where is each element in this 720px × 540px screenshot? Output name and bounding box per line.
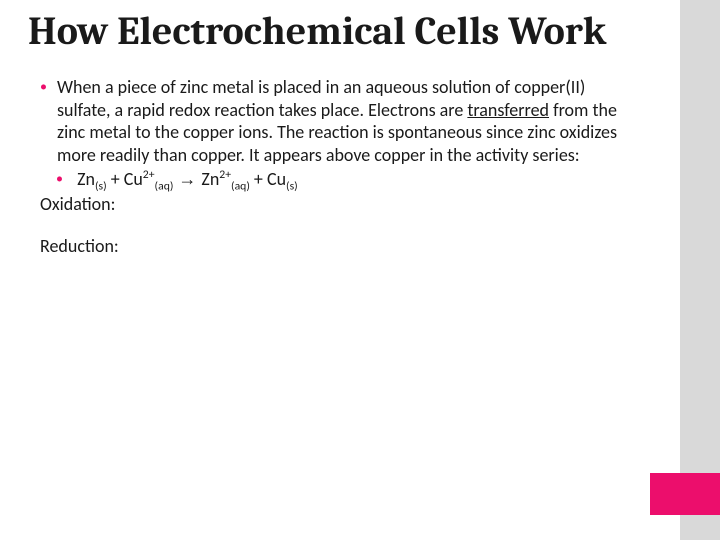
slide: How Electrochemical Cells Work • When a …	[0, 0, 720, 540]
eq-zn: Zn	[201, 168, 219, 190]
bullet-item-1: • When a piece of zinc metal is placed i…	[40, 76, 640, 166]
bullet-item-equation: • Zn(s) + Cu2+(aq) → Zn2+(aq) + Cu(s)	[40, 168, 640, 191]
eq-state: (s)	[95, 180, 107, 194]
slide-content: • When a piece of zinc metal is placed i…	[0, 76, 720, 258]
eq-zn: Zn	[77, 168, 95, 190]
text-underlined: transferred	[467, 99, 549, 121]
eq-cu: Cu	[124, 168, 143, 190]
eq-plus: +	[107, 168, 124, 190]
reduction-label: Reduction:	[40, 235, 640, 258]
slide-title: How Electrochemical Cells Work	[0, 10, 720, 52]
eq-charge: 2+	[143, 168, 155, 182]
oxidation-label: Oxidation:	[40, 193, 640, 216]
bullet-marker-icon: •	[56, 168, 63, 191]
eq-plus: +	[250, 168, 267, 190]
eq-charge: 2+	[219, 168, 231, 182]
accent-block	[650, 473, 720, 515]
equation-text: Zn(s) + Cu2+(aq) → Zn2+(aq) + Cu(s)	[73, 168, 640, 191]
eq-state: (aq)	[155, 180, 174, 194]
eq-state: (aq)	[231, 180, 250, 194]
eq-state: (s)	[286, 180, 298, 194]
eq-cu: Cu	[267, 168, 286, 190]
decorative-sidebar	[680, 0, 720, 540]
arrow-icon: →	[173, 169, 201, 189]
bullet-text-1: When a piece of zinc metal is placed in …	[57, 76, 640, 166]
bullet-marker-icon: •	[40, 76, 47, 166]
